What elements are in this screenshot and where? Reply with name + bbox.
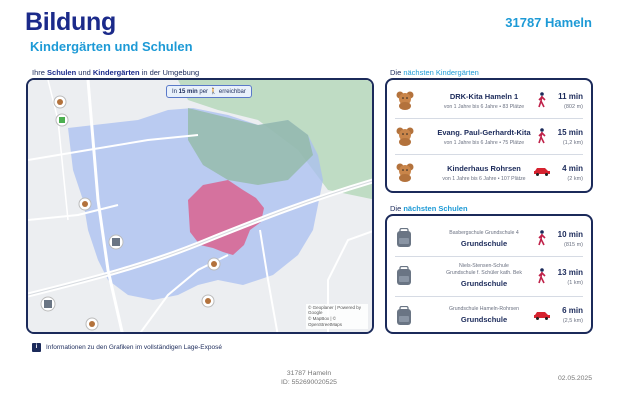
- kindergarten-row[interactable]: Kinderhaus Rohrsen von 1 Jahre bis 6 Jah…: [387, 158, 591, 188]
- travel-distance: (815 m): [564, 242, 583, 248]
- school-name: Niels-Stensen-Schule: [459, 263, 509, 269]
- park-area: [178, 80, 372, 200]
- map-canvas: [28, 80, 372, 332]
- kindergarten-marker-icon: [53, 95, 67, 109]
- school-marker-icon: [108, 234, 124, 250]
- school-section-label: Die nächsten Schulen: [390, 204, 468, 213]
- kindergarten-marker-icon: [85, 317, 99, 331]
- school-marker-icon: [55, 113, 69, 127]
- kindergarten-row[interactable]: Evang. Paul-Gerhardt-Kita von 1 Jahre bi…: [387, 122, 591, 152]
- school-row[interactable]: Basbergschule Grundschule 4 Grundschule …: [387, 222, 591, 254]
- kindergarten-row[interactable]: DRK-Kita Hameln 1 von 1 Jahre bis 6 Jahr…: [387, 86, 591, 116]
- footer: 31787 Hameln ID: 552690020525: [0, 370, 618, 388]
- travel-time: 11 min: [558, 92, 583, 101]
- teddy-bear-icon: [396, 91, 414, 110]
- walk-icon: [538, 92, 546, 108]
- travel-time: 15 min: [557, 128, 583, 137]
- map-section-label: Ihre Schulen und Kindergärten in der Umg…: [32, 68, 200, 77]
- divider: [395, 296, 583, 297]
- school-marker-icon: [40, 296, 56, 312]
- travel-time: 10 min: [557, 230, 583, 239]
- park-overlap-area: [188, 108, 313, 185]
- isochrone-badge: In 15 min per 🚶 erreichbar: [166, 85, 252, 98]
- location-label: 31787 Hameln: [505, 15, 592, 30]
- travel-distance: (1 km): [567, 280, 583, 286]
- travel-distance: (2,5 km): [562, 318, 583, 324]
- travel-distance: (2 km): [567, 176, 583, 182]
- kindergarten-marker-icon: [207, 257, 221, 271]
- school-name: Grundschule Hameln-Rohrsen: [448, 306, 520, 312]
- focus-area: [188, 180, 264, 255]
- info-icon: i: [32, 343, 41, 352]
- school-card: Basbergschule Grundschule 4 Grundschule …: [385, 214, 593, 334]
- school-name: Basbergschule Grundschule 4: [449, 230, 519, 236]
- kindergarten-detail: von 1 Jahre bis 6 Jahre • 75 Plätze: [443, 140, 525, 146]
- travel-distance: (1,2 km): [562, 140, 583, 146]
- school-bag-icon: [397, 306, 411, 325]
- kindergarten-card: DRK-Kita Hameln 1 von 1 Jahre bis 6 Jahr…: [385, 78, 593, 193]
- travel-time: 13 min: [557, 268, 583, 277]
- kindergarten-name: Evang. Paul-Gerhardt-Kita: [437, 128, 531, 137]
- divider: [395, 256, 583, 257]
- kindergarten-section-label: Die nächsten Kindergärten: [390, 68, 479, 77]
- map-attribution[interactable]: © Geoplaner | Powered by Google © MapBox…: [306, 303, 368, 329]
- school-row[interactable]: Grundschule Hameln-Rohrsen Grundschule 6…: [387, 300, 591, 332]
- school-bag-icon: [397, 266, 411, 285]
- footer-location: 31787 Hameln: [286, 370, 332, 377]
- school-row[interactable]: Niels-Stensen-Schule Grundschule f. Schü…: [387, 260, 591, 294]
- school-name-line2: Grundschule f. Schüler kath. Bek: [446, 270, 522, 276]
- page-title: Bildung: [25, 8, 116, 36]
- walk-icon: [538, 128, 546, 144]
- footer-id: ID: 552690020525: [281, 378, 337, 386]
- kindergarten-marker-icon: [78, 197, 92, 211]
- walk-icon: 🚶: [209, 89, 218, 95]
- travel-time: 4 min: [562, 164, 583, 173]
- walk-icon: [538, 230, 546, 246]
- school-type: Grundschule: [460, 315, 508, 324]
- info-note[interactable]: i Informationen zu den Grafiken im vollst…: [32, 343, 222, 352]
- divider: [395, 118, 583, 119]
- teddy-bear-icon: [396, 163, 414, 182]
- footer-date: 02.05.2025: [557, 375, 592, 382]
- walk-icon: [538, 268, 546, 284]
- kindergarten-detail: von 1 Jahre bis 6 Jahre • 83 Plätze: [443, 104, 525, 110]
- school-type: Grundschule: [460, 279, 508, 288]
- road-north-south: [86, 80, 124, 332]
- travel-distance: (802 m): [564, 104, 583, 110]
- divider: [395, 154, 583, 155]
- teddy-bear-icon: [396, 127, 414, 146]
- car-icon: [534, 312, 550, 320]
- kindergarten-name: Kinderhaus Rohrsen: [447, 164, 521, 173]
- page-subtitle: Kindergärten und Schulen: [30, 39, 193, 54]
- travel-time: 6 min: [562, 306, 583, 315]
- kindergarten-name: DRK-Kita Hameln 1: [449, 92, 519, 101]
- kindergarten-marker-icon: [201, 294, 215, 308]
- car-icon: [534, 168, 550, 176]
- map-view[interactable]: In 15 min per 🚶 erreichbar © Geoplaner |…: [26, 78, 374, 334]
- school-bag-icon: [397, 228, 411, 247]
- school-type: Grundschule: [460, 239, 508, 248]
- kindergarten-detail: von 1 Jahre bis 6 Jahre • 107 Plätze: [442, 176, 526, 182]
